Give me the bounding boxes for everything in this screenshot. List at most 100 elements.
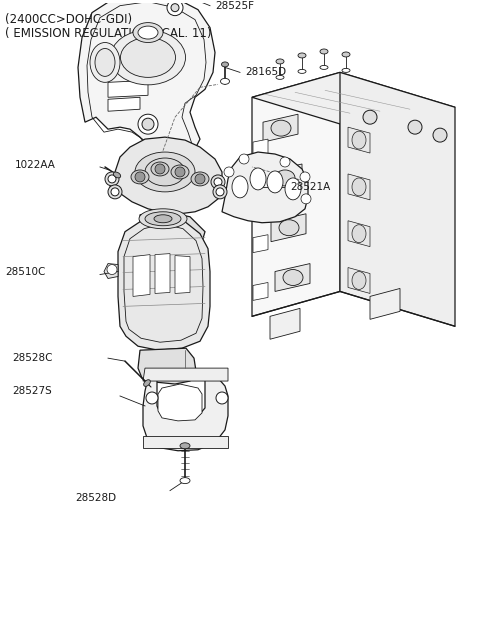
Ellipse shape xyxy=(279,220,299,236)
Circle shape xyxy=(175,167,185,177)
Polygon shape xyxy=(252,72,340,316)
Circle shape xyxy=(171,4,179,12)
Ellipse shape xyxy=(145,212,181,226)
Ellipse shape xyxy=(145,158,185,186)
Ellipse shape xyxy=(151,162,169,176)
Polygon shape xyxy=(253,234,268,253)
Polygon shape xyxy=(155,254,170,293)
Ellipse shape xyxy=(352,178,366,196)
Circle shape xyxy=(214,178,222,186)
Polygon shape xyxy=(140,212,205,254)
Circle shape xyxy=(146,392,158,404)
Polygon shape xyxy=(348,174,370,200)
Text: ( EMISSION REGULATION - CAL. 11): ( EMISSION REGULATION - CAL. 11) xyxy=(5,27,212,39)
Circle shape xyxy=(211,175,225,189)
Ellipse shape xyxy=(131,170,149,184)
Polygon shape xyxy=(263,114,298,142)
Ellipse shape xyxy=(138,26,158,39)
Ellipse shape xyxy=(285,178,301,200)
Circle shape xyxy=(105,172,119,186)
Polygon shape xyxy=(253,282,268,301)
Circle shape xyxy=(155,164,165,174)
Text: 1022AA: 1022AA xyxy=(15,160,56,170)
Ellipse shape xyxy=(221,62,228,67)
Ellipse shape xyxy=(320,49,328,54)
Circle shape xyxy=(213,185,227,199)
Circle shape xyxy=(107,264,117,274)
Ellipse shape xyxy=(298,69,306,73)
Polygon shape xyxy=(143,436,228,447)
Polygon shape xyxy=(143,368,228,381)
Ellipse shape xyxy=(267,171,283,193)
Polygon shape xyxy=(253,139,268,157)
Circle shape xyxy=(111,188,119,196)
Ellipse shape xyxy=(133,22,163,42)
Polygon shape xyxy=(348,127,370,153)
Ellipse shape xyxy=(342,52,350,57)
Ellipse shape xyxy=(352,225,366,242)
Polygon shape xyxy=(138,348,196,384)
Ellipse shape xyxy=(135,152,195,192)
Polygon shape xyxy=(222,152,308,222)
Polygon shape xyxy=(253,187,268,205)
Circle shape xyxy=(216,188,224,196)
Polygon shape xyxy=(78,0,215,155)
Ellipse shape xyxy=(220,78,229,84)
Polygon shape xyxy=(130,155,168,165)
Ellipse shape xyxy=(95,49,115,76)
Ellipse shape xyxy=(191,172,209,186)
Circle shape xyxy=(433,128,447,142)
Polygon shape xyxy=(108,81,148,98)
Circle shape xyxy=(142,118,154,130)
Ellipse shape xyxy=(283,269,303,286)
Ellipse shape xyxy=(250,168,266,190)
Ellipse shape xyxy=(139,209,187,229)
Ellipse shape xyxy=(180,442,190,449)
Text: 28165D: 28165D xyxy=(245,68,286,78)
Polygon shape xyxy=(267,164,302,192)
Text: 28528D: 28528D xyxy=(75,492,116,502)
Text: 28521A: 28521A xyxy=(290,182,330,192)
Ellipse shape xyxy=(110,30,185,85)
Polygon shape xyxy=(158,384,202,421)
Circle shape xyxy=(108,185,122,199)
Ellipse shape xyxy=(90,42,120,82)
Polygon shape xyxy=(370,289,400,319)
Ellipse shape xyxy=(180,478,190,484)
Text: 28525F: 28525F xyxy=(215,1,254,11)
Circle shape xyxy=(300,172,310,182)
Circle shape xyxy=(363,110,377,124)
Circle shape xyxy=(135,172,145,182)
Circle shape xyxy=(280,157,290,167)
Polygon shape xyxy=(175,256,190,293)
Ellipse shape xyxy=(342,68,350,72)
Ellipse shape xyxy=(352,271,366,289)
Text: 28528C: 28528C xyxy=(12,353,52,363)
Circle shape xyxy=(167,0,183,16)
Text: 28527S: 28527S xyxy=(12,386,52,396)
Ellipse shape xyxy=(320,66,328,69)
Polygon shape xyxy=(108,98,140,111)
Polygon shape xyxy=(133,254,150,296)
Text: (2400CC>DOHC-GDI): (2400CC>DOHC-GDI) xyxy=(5,12,132,26)
Ellipse shape xyxy=(144,380,150,386)
Circle shape xyxy=(216,392,228,404)
Ellipse shape xyxy=(232,176,248,198)
Polygon shape xyxy=(348,268,370,293)
Ellipse shape xyxy=(352,131,366,149)
Circle shape xyxy=(108,175,116,183)
Polygon shape xyxy=(271,214,306,242)
Polygon shape xyxy=(104,264,118,279)
Polygon shape xyxy=(348,221,370,247)
Ellipse shape xyxy=(154,215,172,222)
Ellipse shape xyxy=(276,59,284,64)
Ellipse shape xyxy=(120,38,176,78)
Polygon shape xyxy=(340,72,455,326)
Ellipse shape xyxy=(298,53,306,58)
Polygon shape xyxy=(110,137,222,214)
Circle shape xyxy=(408,120,422,134)
Polygon shape xyxy=(270,308,300,339)
Circle shape xyxy=(224,167,234,177)
Text: 28510C: 28510C xyxy=(5,266,46,276)
Circle shape xyxy=(195,174,205,184)
